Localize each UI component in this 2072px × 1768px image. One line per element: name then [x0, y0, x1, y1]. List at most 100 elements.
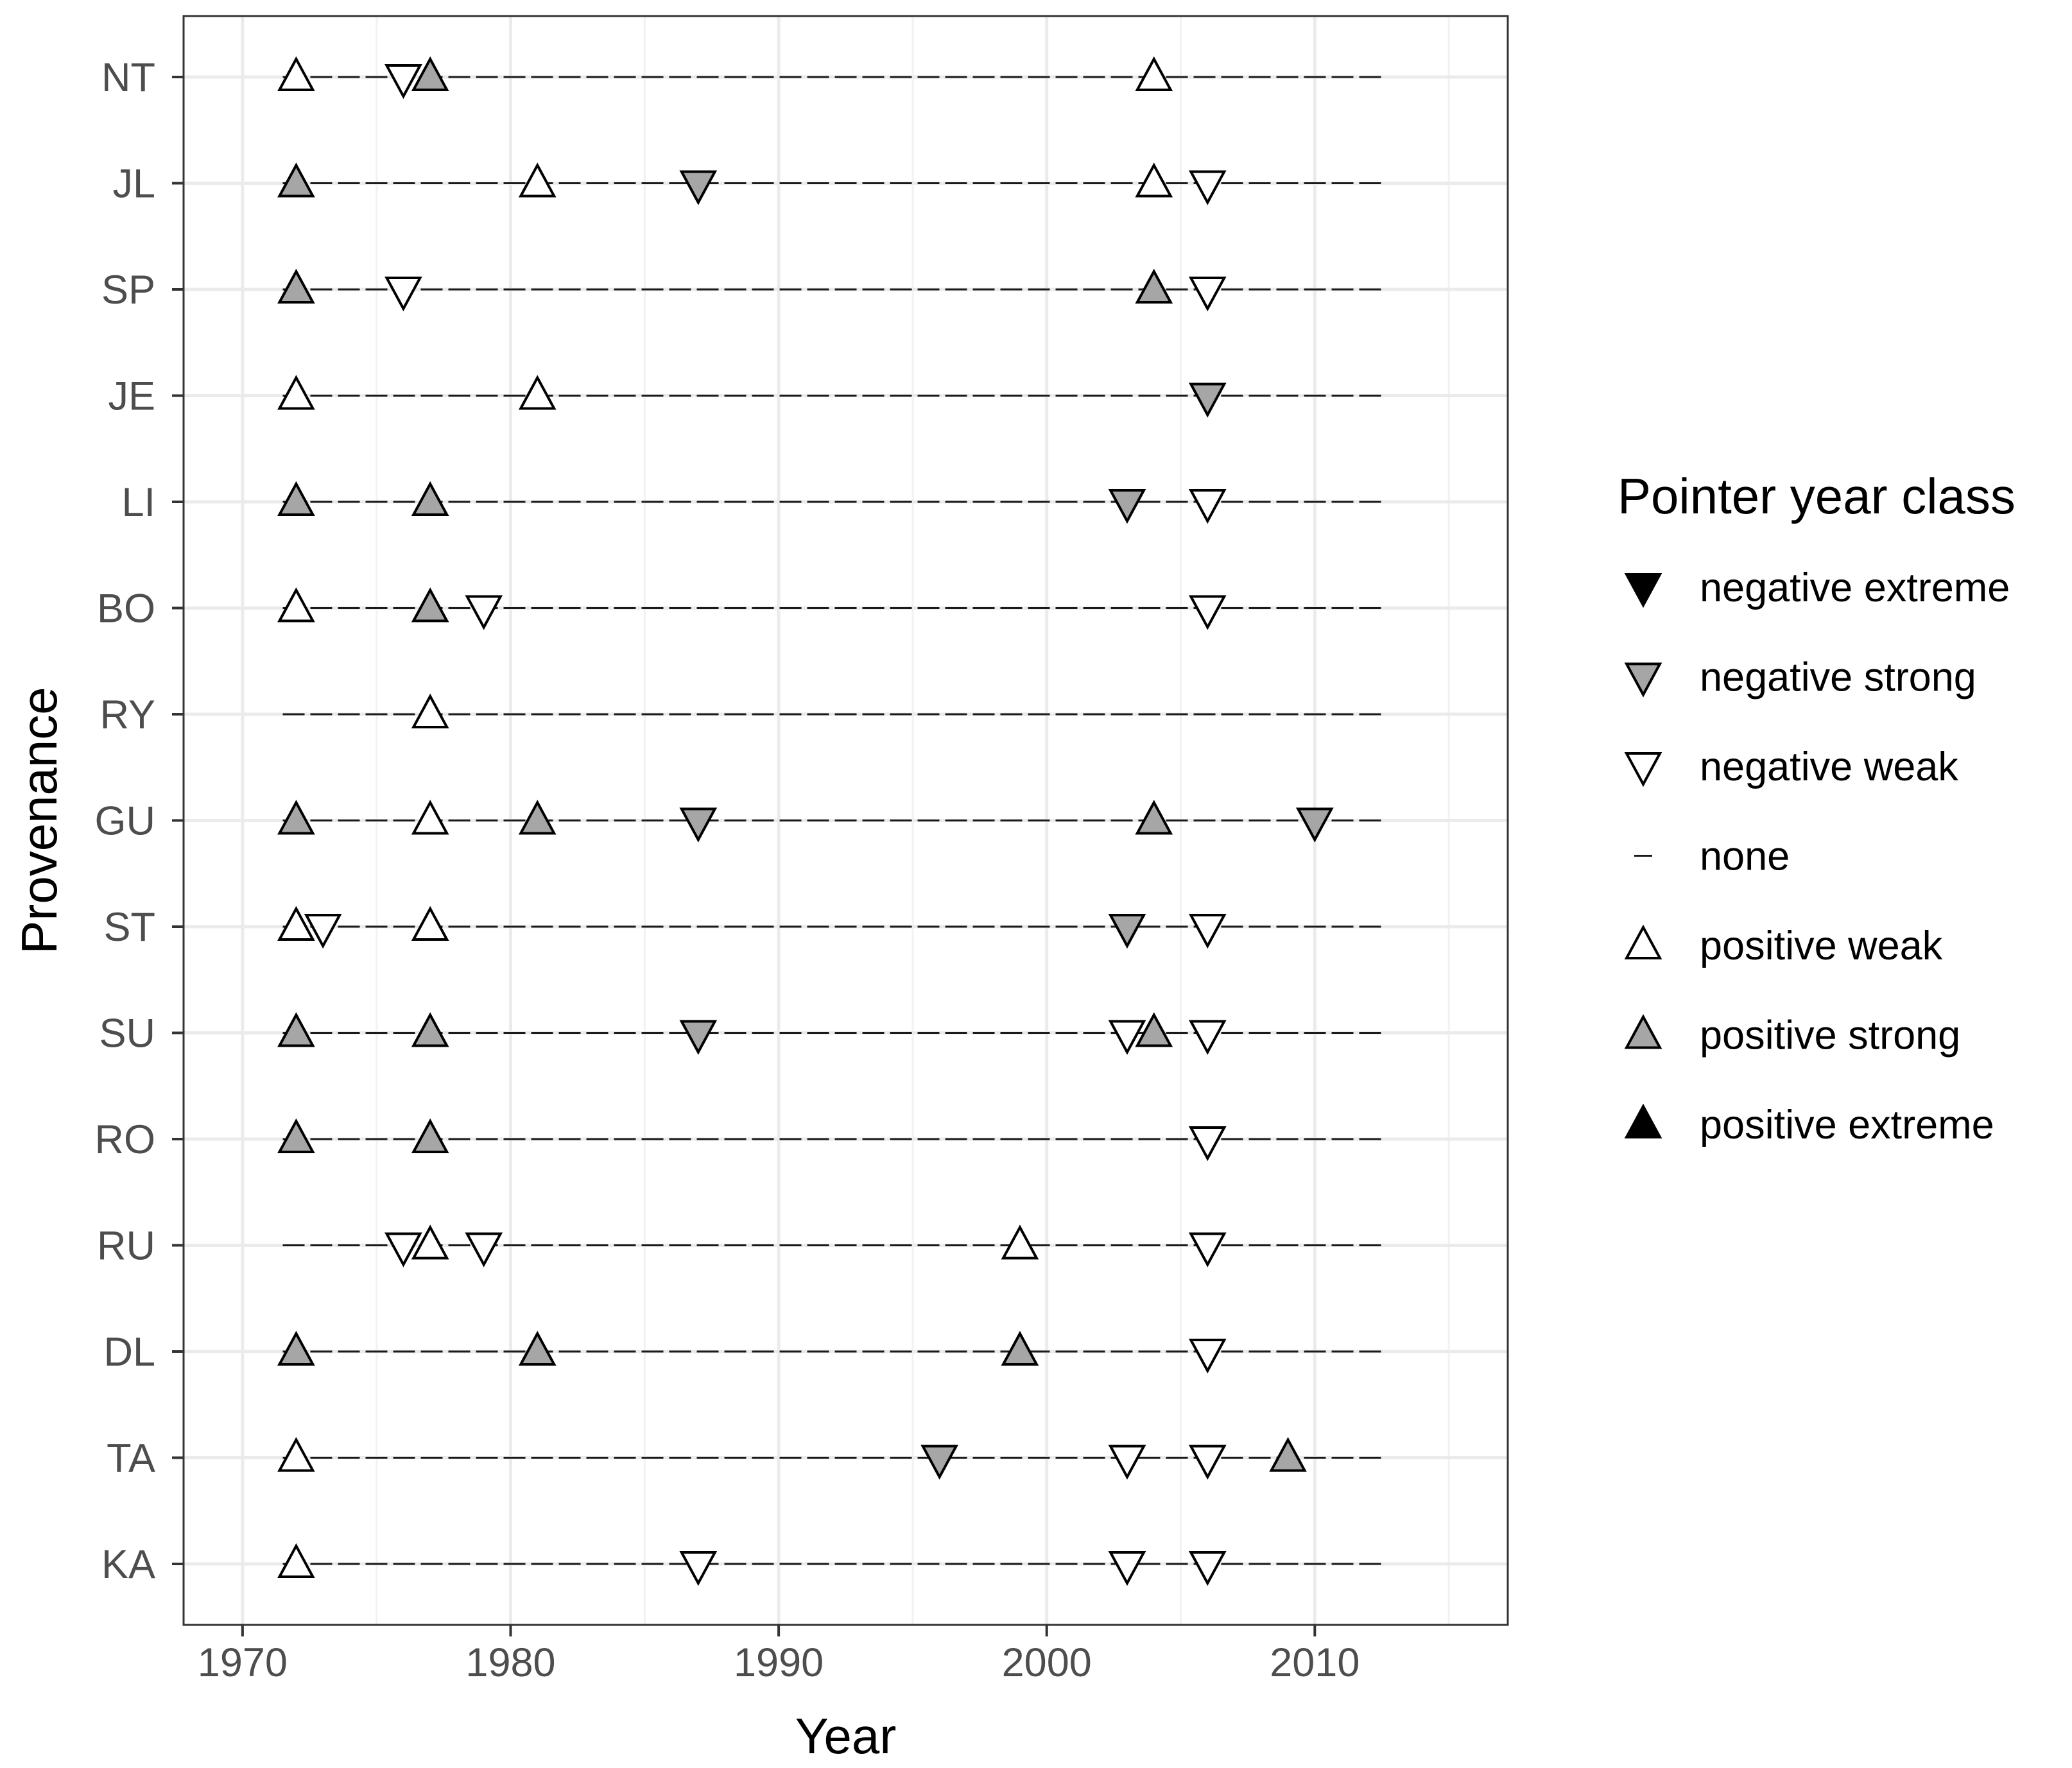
point-gu-1977	[411, 800, 449, 835]
legend-label-negative-extreme: negative extreme	[1700, 565, 2010, 610]
point-li-1972	[277, 481, 315, 516]
point-gu-1987	[679, 807, 718, 843]
point-ru-1976	[384, 1232, 422, 1267]
point-su-2004	[1135, 1012, 1173, 1047]
legend-label-negative-strong: negative strong	[1700, 655, 1976, 700]
legend-label-positive-weak: positive weak	[1700, 923, 1943, 968]
point-bo-1972	[277, 587, 315, 622]
point-sp-1976	[384, 277, 422, 312]
point-je-1981	[518, 375, 557, 410]
point-ru-1979	[465, 1232, 503, 1267]
point-gu-2010	[1295, 807, 1334, 843]
point-bo-2006	[1188, 595, 1227, 630]
y-tick-label-jl: JL	[112, 162, 155, 207]
point-bo-1977	[411, 587, 449, 622]
point-ka-1972	[277, 1543, 315, 1578]
point-su-2006	[1188, 1020, 1227, 1055]
point-gu-1981	[518, 800, 557, 835]
point-ro-1972	[277, 1118, 315, 1153]
point-ka-2006	[1188, 1551, 1227, 1586]
legend-label-none: none	[1700, 834, 1790, 879]
y-tick-label-bo: BO	[97, 587, 155, 631]
legend-label-positive-strong: positive strong	[1700, 1013, 1960, 1058]
y-tick-label-ta: TA	[107, 1436, 155, 1481]
point-nt-1976	[384, 64, 422, 99]
point-ro-1977	[411, 1118, 449, 1153]
legend-key-positive-strong	[1624, 1014, 1662, 1049]
point-dl-1972	[277, 1330, 315, 1366]
y-tick-label-je: JE	[108, 374, 155, 419]
point-su-2003	[1108, 1020, 1146, 1055]
x-tick-label-1990: 1990	[734, 1640, 824, 1685]
x-tick-label-2000: 2000	[1002, 1640, 1092, 1685]
x-tick-label-2010: 2010	[1270, 1640, 1360, 1685]
point-jl-1987	[679, 170, 718, 205]
y-tick-label-st: ST	[103, 905, 155, 950]
point-je-2006	[1188, 382, 1227, 418]
point-li-1977	[411, 481, 449, 516]
point-sp-2006	[1188, 277, 1227, 312]
legend-label-negative-weak: negative weak	[1700, 744, 1958, 789]
point-ru-1999	[1001, 1224, 1039, 1260]
x-axis-title: Year	[795, 1708, 897, 1764]
point-st-2003	[1108, 914, 1146, 949]
legend-title: Pointer year class	[1618, 468, 2016, 524]
y-tick-label-dl: DL	[103, 1330, 155, 1375]
point-su-1987	[679, 1020, 718, 1055]
point-ta-1996	[920, 1445, 959, 1480]
point-jl-1972	[277, 162, 315, 198]
point-jl-2004	[1135, 162, 1173, 198]
point-st-1977	[411, 905, 449, 941]
point-dl-2006	[1188, 1339, 1227, 1374]
point-su-1972	[277, 1012, 315, 1047]
point-su-1977	[411, 1012, 449, 1047]
legend-key-positive-weak	[1624, 924, 1662, 959]
point-ru-1977	[411, 1224, 449, 1260]
x-axis: 1970 1980 1990 2000 2010	[198, 1625, 1360, 1685]
point-je-1972	[277, 375, 315, 410]
point-st-2006	[1188, 914, 1227, 949]
point-nt-1977	[411, 56, 449, 91]
point-ru-2006	[1188, 1232, 1227, 1267]
point-li-2003	[1108, 489, 1146, 524]
point-sp-2004	[1135, 268, 1173, 304]
point-nt-1972	[277, 56, 315, 91]
legend-key-negative-strong	[1624, 662, 1662, 698]
y-tick-label-nt: NT	[101, 55, 155, 100]
point-st-1972	[277, 905, 315, 941]
point-dl-1999	[1001, 1330, 1039, 1366]
point-ro-2006	[1188, 1126, 1227, 1162]
data-points	[277, 56, 1334, 1586]
y-axis: NT JL SP JE LI BO RY GU ST SU RO RU DL TA KA	[95, 55, 184, 1587]
point-sp-1972	[277, 268, 315, 304]
legend-key-positive-extreme	[1624, 1103, 1662, 1138]
x-tick-label-1970: 1970	[198, 1640, 288, 1685]
legend-items: negative extreme negative strong negative …	[1624, 565, 2010, 1147]
point-gu-1972	[277, 800, 315, 835]
point-ka-2003	[1108, 1551, 1146, 1586]
legend-key-negative-extreme	[1624, 573, 1662, 608]
point-gu-2004	[1135, 800, 1173, 835]
point-jl-1981	[518, 162, 557, 198]
point-ta-2006	[1188, 1445, 1227, 1480]
point-dl-1981	[518, 1330, 557, 1366]
legend: Pointer year class negative extremenegat…	[1618, 468, 2016, 1147]
y-tick-label-sp: SP	[101, 268, 155, 313]
point-ta-1972	[277, 1437, 315, 1472]
y-tick-label-su: SU	[99, 1011, 155, 1056]
point-li-2006	[1188, 489, 1227, 524]
point-ta-2009	[1269, 1437, 1307, 1472]
y-tick-label-ka: KA	[101, 1542, 155, 1587]
point-ka-1987	[679, 1551, 718, 1586]
point-bo-1979	[465, 595, 503, 630]
legend-label-positive-extreme: positive extreme	[1700, 1103, 1994, 1147]
point-nt-2004	[1135, 56, 1173, 91]
legend-key-negative-weak	[1624, 752, 1662, 787]
y-tick-label-li: LI	[121, 480, 155, 525]
point-ry-1977	[411, 693, 449, 728]
point-ta-2003	[1108, 1445, 1146, 1480]
y-tick-label-ro: RO	[95, 1117, 156, 1162]
y-tick-label-ru: RU	[97, 1224, 155, 1269]
